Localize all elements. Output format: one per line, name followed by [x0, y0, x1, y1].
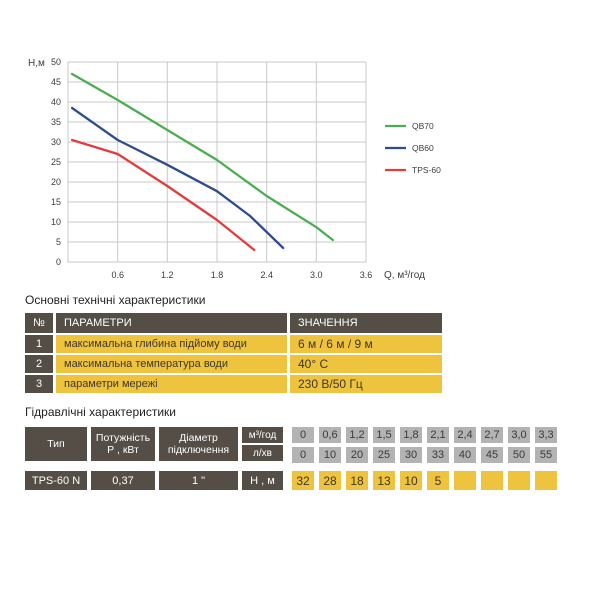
flow-m3h-value: 1,8 — [400, 427, 422, 443]
hydraulic-table: Тип Потужність Р , кВт Діаметр підключен… — [25, 427, 557, 490]
tech-section-title: Основні технічні характеристики — [25, 293, 206, 307]
x-tick-label: 0.6 — [111, 270, 124, 280]
flow-m3h-value: 2,1 — [427, 427, 449, 443]
x-tick-label: 1.2 — [161, 270, 174, 280]
flow-m3h-value: 3,3 — [535, 427, 557, 443]
y-tick-label: 50 — [51, 57, 61, 67]
head-value: 28 — [319, 471, 341, 490]
pump-diameter: 1 " — [159, 471, 238, 490]
head-value — [454, 471, 476, 490]
param-label: максимальна глибина підйому води — [56, 335, 287, 353]
flow-lmin-value: 25 — [373, 447, 395, 463]
curve-QB70 — [70, 72, 335, 242]
y-tick-label: 5 — [56, 237, 61, 247]
legend-label-TPS-60: TPS-60 — [412, 165, 441, 175]
flow-m3h-value: 0,6 — [319, 427, 341, 443]
col-header-num: № — [25, 313, 53, 333]
head-values-row: 32 28 18 13 10 5 — [292, 471, 557, 490]
flow-values-block: 0 0,6 1,2 1,5 1,8 2,1 2,4 2,7 3,0 3,3 0 10 20 25 30 33… — [292, 427, 557, 463]
curve-TPS-60 — [70, 138, 256, 252]
row-number: 2 — [25, 355, 53, 373]
head-row-label: Н , м — [242, 471, 283, 490]
flow-m3h-value: 1,2 — [346, 427, 368, 443]
col-header-diameter: Діаметр підключення — [159, 427, 238, 461]
y-tick-label: 45 — [51, 77, 61, 87]
col-header-power: Потужність Р , кВт — [91, 427, 155, 461]
hydraulic-header-row: Тип Потужність Р , кВт Діаметр підключен… — [25, 427, 557, 463]
flow-lmin-value: 50 — [508, 447, 530, 463]
hydraulic-section-title: Гідравлічні характеристики — [25, 405, 176, 419]
param-value: 6 м / 6 м / 9 м — [290, 335, 442, 353]
y-tick-label: 15 — [51, 197, 61, 207]
col-header-type: Тип — [25, 427, 87, 461]
flow-lmin-value: 10 — [319, 447, 341, 463]
legend-label-QB70: QB70 — [412, 121, 434, 131]
y-tick-label: 0 — [56, 257, 61, 267]
x-tick-label: 3.6 — [360, 270, 373, 280]
pump-type: TPS-60 N — [25, 471, 87, 490]
x-tick-label: 2.4 — [260, 270, 273, 280]
flow-lmin-value: 0 — [292, 447, 314, 463]
head-value: 18 — [346, 471, 368, 490]
flow-m3h-row: 0 0,6 1,2 1,5 1,8 2,1 2,4 2,7 3,0 3,3 — [292, 427, 557, 443]
flow-lmin-value: 45 — [481, 447, 503, 463]
flow-m3h-value: 2,4 — [454, 427, 476, 443]
tech-table: № ПАРАМЕТРИ ЗНАЧЕННЯ 1 максимальна глиби… — [25, 313, 442, 395]
param-label: параметри мережі — [56, 375, 287, 393]
y-tick-label: 40 — [51, 97, 61, 107]
plot-border — [67, 61, 367, 263]
tech-table-row: 1 максимальна глибина підйому води 6 м /… — [25, 335, 442, 353]
flow-lmin-row: 0 10 20 25 30 33 40 45 50 55 — [292, 447, 557, 463]
diameter-label-line1: Діаметр — [179, 432, 218, 444]
y-tick-label: 30 — [51, 137, 61, 147]
curve-QB60 — [70, 106, 285, 250]
flow-m3h-value: 3,0 — [508, 427, 530, 443]
y-axis-title: Н,м — [28, 58, 45, 69]
pump-data-row: TPS-60 N 0,37 1 " Н , м 32 28 18 13 10 5 — [25, 471, 557, 490]
head-value: 13 — [373, 471, 395, 490]
head-value: 5 — [427, 471, 449, 490]
diameter-label-line2: підключення — [167, 444, 230, 456]
legend-label-QB60: QB60 — [412, 143, 434, 153]
flow-lmin-value: 40 — [454, 447, 476, 463]
flow-lmin-value: 20 — [346, 447, 368, 463]
tech-table-row: 2 максимальна температура води 40° С — [25, 355, 442, 373]
flow-lmin-value: 33 — [427, 447, 449, 463]
y-tick-label: 35 — [51, 117, 61, 127]
head-value — [481, 471, 503, 490]
head-value: 32 — [292, 471, 314, 490]
x-tick-label: 1.8 — [211, 270, 224, 280]
head-value — [508, 471, 530, 490]
y-tick-label: 10 — [51, 217, 61, 227]
param-value: 230 В/50 Гц — [290, 375, 442, 393]
flow-m3h-value: 0 — [292, 427, 314, 443]
type-label: Тип — [47, 438, 65, 450]
y-tick-label: 20 — [51, 177, 61, 187]
unit-m3h-label: м³/год — [242, 427, 283, 443]
param-label: максимальна температура води — [56, 355, 287, 373]
param-value: 40° С — [290, 355, 442, 373]
flow-lmin-value: 55 — [535, 447, 557, 463]
power-label-line2: Р , кВт — [107, 444, 139, 456]
power-label-line1: Потужність — [95, 432, 151, 444]
col-header-param: ПАРАМЕТРИ — [56, 313, 287, 333]
row-number: 3 — [25, 375, 53, 393]
col-header-value: ЗНАЧЕННЯ — [290, 313, 442, 333]
head-value: 10 — [400, 471, 422, 490]
tech-table-header-row: № ПАРАМЕТРИ ЗНАЧЕННЯ — [25, 313, 442, 333]
unit-lmin-label: л/хв — [242, 445, 283, 461]
pump-power: 0,37 — [91, 471, 155, 490]
x-axis-title: Q, м³/год — [384, 270, 425, 281]
head-value — [535, 471, 557, 490]
flow-m3h-value: 2,7 — [481, 427, 503, 443]
pump-performance-chart: 0 5 10 15 20 25 30 35 40 45 50 0.6 1.2 1.8 2.4 3.0 3.6 Н,… — [28, 57, 441, 281]
row-number: 1 — [25, 335, 53, 353]
flow-m3h-value: 1,5 — [373, 427, 395, 443]
flow-lmin-value: 30 — [400, 447, 422, 463]
x-tick-label: 3.0 — [310, 270, 323, 280]
tech-table-row: 3 параметри мережі 230 В/50 Гц — [25, 375, 442, 393]
y-tick-label: 25 — [51, 157, 61, 167]
flow-unit-labels: м³/год л/хв — [242, 427, 283, 461]
